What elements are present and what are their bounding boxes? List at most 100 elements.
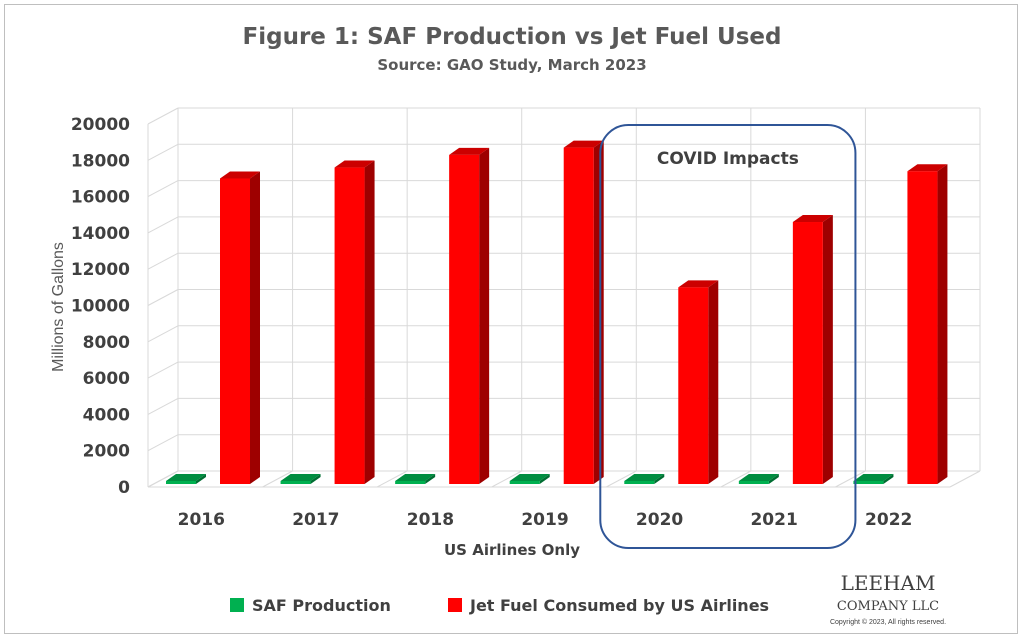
y-axis: 0 2000 4000 6000 8000 10000 12000 14000 16000 180…: [71, 115, 130, 498]
floor-divider: [835, 470, 866, 488]
x-tick-label: 2017: [292, 510, 339, 530]
side-gridline: [147, 325, 179, 343]
legend: SAF Production Jet Fuel Consumed by US A…: [230, 596, 769, 615]
bar-jet-fuel-2020: [678, 280, 719, 484]
side-gridline: [147, 107, 179, 125]
bar-saf-2020: [624, 474, 665, 484]
bar-side: [883, 474, 894, 484]
bar-jet-fuel-2018: [449, 147, 490, 485]
bar-top: [280, 474, 321, 481]
side-gridline: [147, 216, 179, 234]
bar-side: [937, 164, 948, 484]
y-tick-label: 16000: [71, 188, 130, 208]
y-tick-label: 4000: [83, 405, 130, 425]
bar-top: [907, 164, 948, 172]
floor-divider: [606, 470, 637, 488]
bar-jet-fuel-2021: [792, 215, 833, 484]
bars: [166, 140, 948, 485]
y-tick-label: 18000: [71, 151, 130, 171]
bar-top: [449, 147, 490, 155]
bar-front: [853, 481, 884, 484]
bar-front: [334, 167, 365, 484]
bar-top: [509, 474, 550, 481]
side-gridline: [147, 252, 179, 270]
bar-front: [509, 481, 540, 484]
bar-saf-2022: [853, 474, 894, 484]
bar-top: [220, 171, 260, 179]
y-tick-label: 0: [118, 478, 130, 498]
bar-top: [853, 474, 894, 481]
bar-top: [395, 474, 436, 481]
side-gridline: [147, 180, 179, 198]
side-gridline: [147, 434, 179, 452]
leeham-logo: LEEHAM COMPANY LLC Copyright © 2023, All…: [830, 571, 946, 626]
logo-copyright: Copyright © 2023, All rights reserved.: [830, 618, 946, 626]
bar-side: [708, 280, 719, 484]
x-axis-label: US Airlines Only: [444, 541, 580, 559]
floor-divider: [376, 470, 408, 488]
y-axis-label: Millions of Gallons: [50, 242, 67, 372]
chart-subtitle: Source: GAO Study, March 2023: [377, 56, 646, 74]
bar-side: [196, 474, 206, 484]
bar-side: [539, 474, 550, 484]
bar-side: [310, 474, 321, 484]
bar-saf-2021: [738, 474, 779, 484]
y-tick-label: 6000: [83, 369, 130, 389]
logo-name-bottom: COMPANY LLC: [837, 599, 939, 614]
bar-jet-fuel-2022: [907, 164, 948, 484]
bar-saf-2016: [166, 474, 206, 484]
covid-annotation-box: [599, 124, 857, 549]
bar-top: [563, 140, 604, 148]
bar-front: [738, 481, 769, 484]
bar-saf-2018: [395, 474, 436, 484]
y-tick-label: 14000: [71, 224, 130, 244]
chart-frame: [4, 4, 1018, 634]
x-tick-label: 2022: [865, 510, 912, 530]
bar-top: [738, 474, 779, 481]
bar-front: [678, 287, 709, 484]
bar-front: [449, 154, 480, 485]
bar-front: [166, 481, 196, 484]
legend-label-jet-fuel: Jet Fuel Consumed by US Airlines: [469, 596, 769, 615]
bar-front: [563, 147, 594, 484]
bar-front: [280, 481, 311, 484]
side-gridline: [147, 361, 179, 379]
bar-side: [479, 147, 490, 485]
bar-saf-2017: [280, 474, 321, 484]
bar-side: [822, 215, 833, 484]
bar-front: [395, 481, 426, 484]
bar-top: [792, 215, 833, 223]
bar-side: [768, 474, 779, 484]
bar-side: [593, 140, 604, 484]
y-tick-label: 20000: [71, 115, 130, 135]
x-tick-label: 2020: [636, 510, 683, 530]
bar-jet-fuel-2016: [220, 171, 260, 484]
x-tick-label: 2018: [407, 510, 454, 530]
bar-top: [678, 280, 719, 288]
floor-divider: [949, 470, 981, 488]
floor-divider: [491, 470, 522, 488]
bar-side: [654, 474, 665, 484]
y-tick-label: 2000: [83, 442, 130, 462]
side-gridline: [147, 143, 179, 161]
bar-top: [334, 160, 375, 168]
floor-divider: [262, 470, 293, 488]
chart-title: Figure 1: SAF Production vs Jet Fuel Use…: [243, 24, 782, 50]
y-tick-label: 8000: [83, 333, 130, 353]
logo-name-top: LEEHAM: [841, 571, 936, 595]
covid-annotation-label: COVID Impacts: [657, 149, 799, 169]
bar-front: [907, 171, 938, 484]
floor-divider: [147, 470, 179, 488]
side-gridline: [147, 397, 179, 415]
bar-front: [792, 222, 823, 484]
bar-jet-fuel-2019: [563, 140, 604, 484]
floor-divider: [720, 470, 752, 488]
x-axis: 2016 2017 2018 2019 2020 2021 2022: [178, 510, 913, 530]
y-tick-label: 10000: [71, 297, 130, 317]
bar-front: [220, 178, 250, 484]
bar-side: [364, 160, 375, 484]
side-gridline: [147, 289, 179, 306]
x-tick-label: 2021: [750, 510, 797, 530]
bar-front: [624, 481, 655, 484]
